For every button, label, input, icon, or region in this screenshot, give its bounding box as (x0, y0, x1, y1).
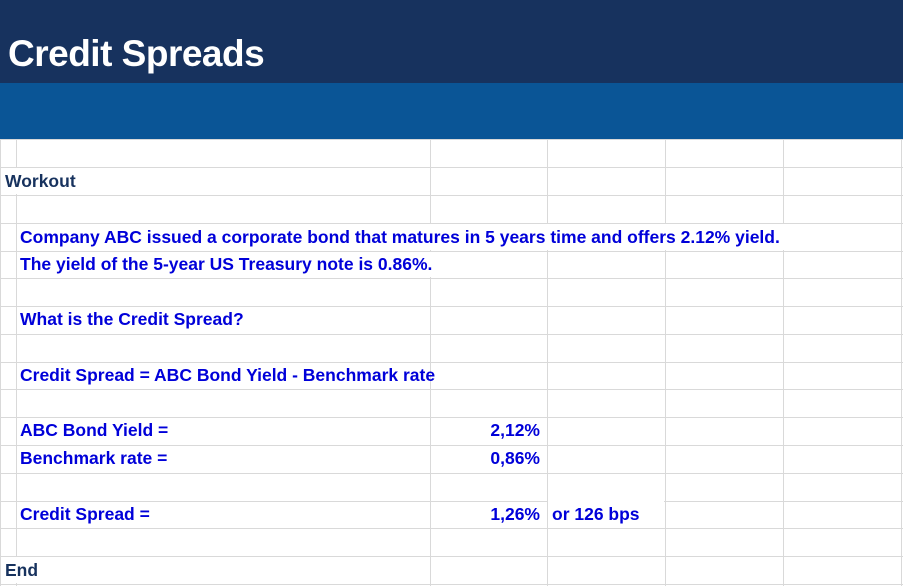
bond-yield-label: ABC Bond Yield = (20, 420, 169, 440)
benchmark-value[interactable]: 0,86% (490, 448, 540, 468)
credit-spread-bps-note: or 126 bps (552, 504, 640, 524)
spreadsheet-grid[interactable]: Workout Company ABC issued a corporate b… (0, 139, 903, 586)
workout-header: Workout (5, 171, 76, 191)
formula-text: Credit Spread = ABC Bond Yield - Benchma… (20, 365, 436, 385)
sheet-title: Credit Spreads (8, 33, 265, 74)
benchmark-label: Benchmark rate = (20, 448, 168, 468)
title-band (0, 0, 903, 83)
credit-spread-value[interactable]: 1,26% (490, 504, 540, 524)
bond-yield-value[interactable]: 2,12% (490, 420, 540, 440)
end-marker: End (5, 560, 39, 580)
credit-spread-label: Credit Spread = (20, 504, 150, 524)
subtitle-band (0, 83, 903, 139)
problem-line-1: Company ABC issued a corporate bond that… (20, 227, 780, 247)
problem-line-2: The yield of the 5-year US Treasury note… (20, 254, 433, 274)
question-text: What is the Credit Spread? (20, 309, 244, 329)
